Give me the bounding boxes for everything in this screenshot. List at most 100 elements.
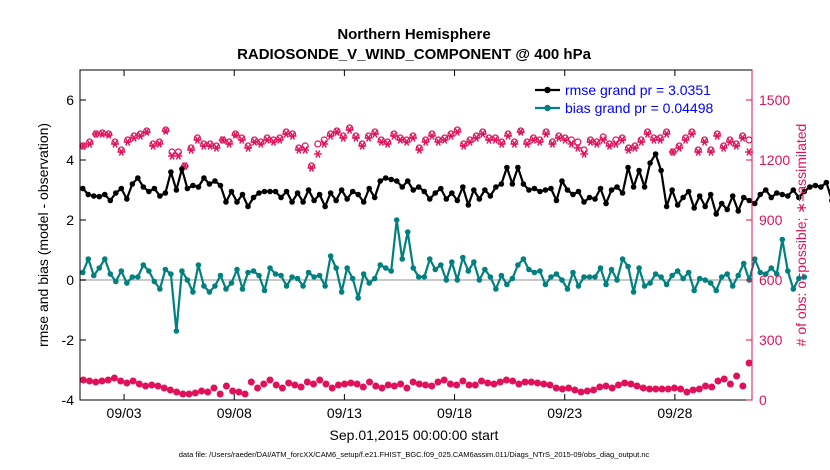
rmse-point	[195, 184, 202, 190]
obs-assimilated-point	[111, 140, 120, 148]
obs-low-point	[204, 388, 212, 396]
star-stroke	[480, 130, 486, 138]
rmse-point	[294, 190, 301, 196]
obs-possible-point	[517, 127, 525, 135]
rmse-point	[90, 193, 97, 199]
y-left-tick-label: 0	[66, 272, 74, 288]
obs-assimilated-point	[510, 140, 519, 148]
rmse-point	[762, 187, 769, 193]
star-stroke	[93, 130, 99, 138]
star-stroke	[131, 134, 137, 142]
star-stroke	[562, 136, 568, 144]
obs-low-point	[148, 381, 156, 389]
obs-assimilated-point	[301, 146, 310, 154]
rmse-point	[101, 191, 108, 198]
bias-point	[267, 265, 273, 271]
star-stroke	[125, 138, 131, 146]
rmse-point	[785, 193, 791, 199]
obs-assimilated-point	[738, 134, 747, 142]
bias-point	[410, 265, 417, 271]
bias-point	[217, 272, 224, 279]
obs-low-point	[235, 388, 243, 396]
obs-assimilated-point	[282, 130, 291, 138]
star-stroke	[220, 136, 226, 144]
obs-assimilated-point	[605, 142, 614, 150]
bias-point	[234, 266, 240, 273]
obs-assimilated-point	[218, 136, 227, 144]
bias-point	[757, 269, 764, 276]
star-stroke	[201, 142, 207, 150]
bias-point	[652, 271, 659, 277]
obs-assimilated-point	[732, 142, 741, 150]
x-tick-label: 09/08	[217, 405, 252, 421]
bias-point	[311, 274, 317, 280]
obs-assimilated-point	[313, 150, 322, 158]
star-stroke	[708, 148, 714, 156]
obs-low-point	[558, 385, 566, 393]
obs-assimilated-point	[383, 140, 392, 148]
star-stroke	[365, 134, 372, 142]
rmse-point	[779, 191, 786, 198]
rmse-point	[531, 185, 538, 192]
obs-assimilated-point	[206, 142, 215, 150]
obs-assimilated-point	[149, 142, 158, 150]
rmse-point	[581, 199, 587, 205]
rmse-point	[542, 187, 549, 193]
rmse-point	[85, 191, 92, 198]
rmse-point	[807, 184, 813, 190]
obs-assimilated-point	[618, 136, 627, 144]
bias-point	[261, 287, 268, 294]
obs-low-point	[260, 380, 268, 388]
obs-assimilated-point	[719, 144, 728, 152]
obs-assimilated-point	[130, 134, 139, 142]
obs-low-point	[166, 386, 174, 394]
star-stroke	[644, 130, 651, 138]
bias-point	[316, 272, 323, 279]
obs-low-point	[534, 379, 542, 387]
obs-low-point	[683, 388, 691, 396]
bias-point	[124, 280, 130, 286]
star-stroke	[258, 140, 264, 148]
obs-assimilated-point	[687, 130, 696, 138]
rmse-point	[751, 200, 758, 207]
obs-assimilated-point	[415, 146, 424, 154]
obs-assimilated-point	[225, 140, 234, 148]
bias-point	[548, 274, 554, 280]
star-stroke	[423, 138, 429, 146]
bias-point	[140, 262, 147, 268]
bias-point	[344, 265, 350, 271]
obs-low-point	[652, 385, 660, 393]
bias-point	[647, 280, 653, 286]
x-axis-label: Sep.01,2015 00:00:00 start	[330, 427, 499, 443]
bias-point	[586, 274, 593, 280]
bias-point	[531, 269, 538, 276]
star-stroke	[118, 148, 124, 156]
x-tick-label: 09/13	[327, 405, 362, 421]
rmse-point	[724, 206, 731, 213]
obs-low-point	[428, 382, 436, 390]
obs-assimilated-point	[497, 140, 506, 148]
rmse-point	[355, 191, 361, 198]
obs-low-point	[689, 386, 697, 394]
rmse-point	[426, 196, 433, 202]
rmse-point	[360, 199, 367, 205]
obs-low-point	[198, 387, 206, 395]
rmse-point	[746, 197, 753, 204]
star-stroke	[144, 128, 150, 136]
obs-low-point	[347, 379, 355, 387]
rmse-point	[487, 193, 494, 199]
obs-assimilated-point	[339, 134, 348, 142]
bias-point	[327, 253, 334, 259]
chart-title: Northern Hemisphere	[337, 26, 490, 43]
bias-point	[614, 277, 620, 283]
bias-point	[333, 265, 339, 271]
rmse-point	[399, 184, 406, 190]
star-stroke	[359, 142, 365, 150]
obs-assimilated-point	[592, 140, 601, 148]
rmse-point	[504, 164, 510, 171]
bias-point	[349, 275, 356, 282]
bias-point	[785, 268, 791, 274]
rmse-point	[658, 167, 664, 174]
bias-point	[129, 274, 136, 280]
y-right-tick-label: 0	[759, 392, 767, 408]
